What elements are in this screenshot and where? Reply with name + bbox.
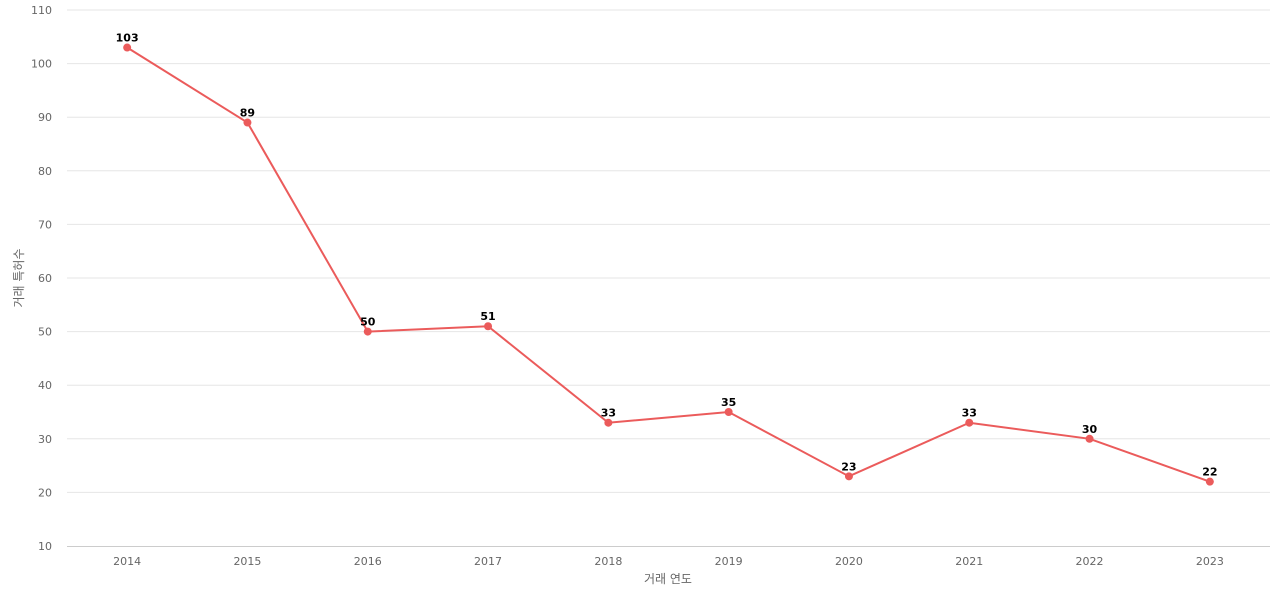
y-axis: 10 20 30 40 50 60 70 80 90 100 110 (31, 4, 52, 553)
x-tick-label: 2015 (233, 555, 261, 568)
data-label: 33 (962, 407, 977, 420)
data-point (243, 118, 252, 127)
x-tick-label: 2020 (835, 555, 863, 568)
y-tick-label: 30 (38, 433, 52, 446)
data-label: 50 (360, 316, 376, 329)
x-axis-title: 거래 연도 (644, 572, 692, 586)
data-label: 89 (240, 107, 255, 120)
data-point (363, 327, 372, 336)
y-tick-label: 60 (38, 272, 52, 285)
y-tick-label: 10 (38, 540, 52, 553)
data-point (844, 472, 853, 481)
data-label: 35 (721, 396, 736, 409)
data-point (604, 418, 613, 427)
x-tick-label: 2022 (1076, 555, 1104, 568)
data-point (965, 418, 974, 427)
data-point (484, 322, 493, 331)
x-tick-label: 2017 (474, 555, 502, 568)
y-tick-label: 70 (38, 218, 52, 231)
data-label: 23 (841, 460, 856, 473)
x-tick-label: 2019 (715, 555, 743, 568)
y-axis-title: 거래 특허수 (12, 248, 26, 307)
x-tick-label: 2021 (955, 555, 983, 568)
y-tick-label: 110 (31, 4, 52, 17)
data-labels: 103 89 50 51 33 35 23 33 30 22 (116, 32, 1218, 479)
data-label: 103 (116, 32, 139, 45)
x-axis: 2014 2015 2016 2017 2018 2019 2020 2021 2022 2023 (67, 546, 1270, 568)
y-tick-label: 100 (31, 58, 52, 71)
y-tick-label: 80 (38, 165, 52, 178)
y-tick-label: 40 (38, 379, 52, 392)
data-label: 51 (480, 310, 495, 323)
data-point (1085, 434, 1094, 443)
data-label: 33 (601, 407, 616, 420)
data-point (724, 408, 733, 416)
x-tick-label: 2014 (113, 555, 141, 568)
grid-lines (67, 9, 1270, 493)
series-group (123, 43, 1214, 486)
data-point (123, 43, 132, 52)
x-tick-label: 2023 (1196, 555, 1224, 568)
y-tick-label: 50 (38, 326, 52, 339)
series-line (126, 46, 1211, 483)
y-tick-label: 20 (38, 486, 52, 499)
data-label: 22 (1202, 466, 1217, 479)
data-point (1205, 477, 1214, 486)
y-tick-label: 90 (38, 111, 52, 124)
x-tick-label: 2016 (354, 555, 382, 568)
data-label: 30 (1082, 423, 1098, 436)
x-tick-label: 2018 (594, 555, 622, 568)
